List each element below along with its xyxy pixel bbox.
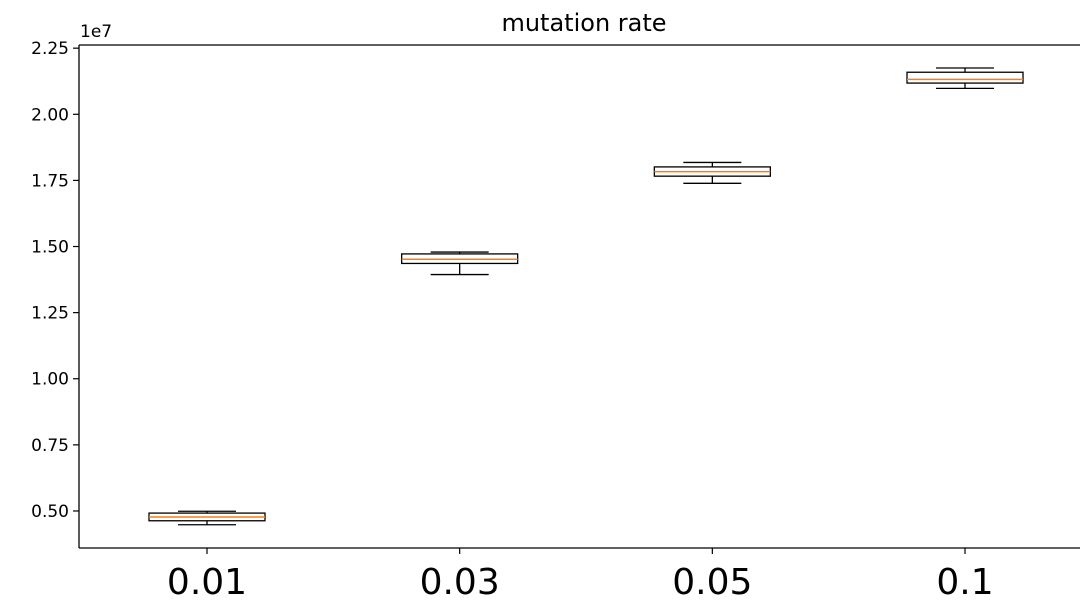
- x-tick-label: 0.1: [936, 562, 993, 601]
- y-axis-offset-label: 1e7: [80, 22, 112, 42]
- box-plot-0-03: [401, 251, 519, 276]
- box-body: [906, 71, 1024, 84]
- x-tick-label: 0.05: [672, 562, 752, 601]
- x-axis: 0.01 0.03 0.05 0.1: [167, 548, 994, 601]
- x-tick-label: 0.03: [420, 562, 500, 601]
- y-tick-label: 2.00: [31, 105, 69, 125]
- y-tick-label: 0.75: [31, 436, 69, 456]
- plot-area: [78, 44, 1080, 549]
- x-tick-label: 0.01: [167, 562, 247, 601]
- y-tick-label: 1.00: [31, 370, 69, 390]
- y-tick-label: 1.25: [31, 304, 69, 324]
- y-tick-label: 2.25: [31, 39, 69, 59]
- box-series: [148, 67, 1024, 526]
- box-plot-0-05: [653, 161, 771, 184]
- y-tick-label: 1.50: [31, 238, 69, 258]
- y-axis: 0.50 0.75 1.00 1.25 1.50 1.75 2.00 2.25: [31, 39, 79, 522]
- chart-title: mutation rate: [501, 9, 666, 37]
- box-plot-0-01: [148, 510, 266, 526]
- y-tick-label: 0.50: [31, 502, 69, 522]
- y-tick-label: 1.75: [31, 171, 69, 191]
- box-plot-0-1: [906, 67, 1024, 90]
